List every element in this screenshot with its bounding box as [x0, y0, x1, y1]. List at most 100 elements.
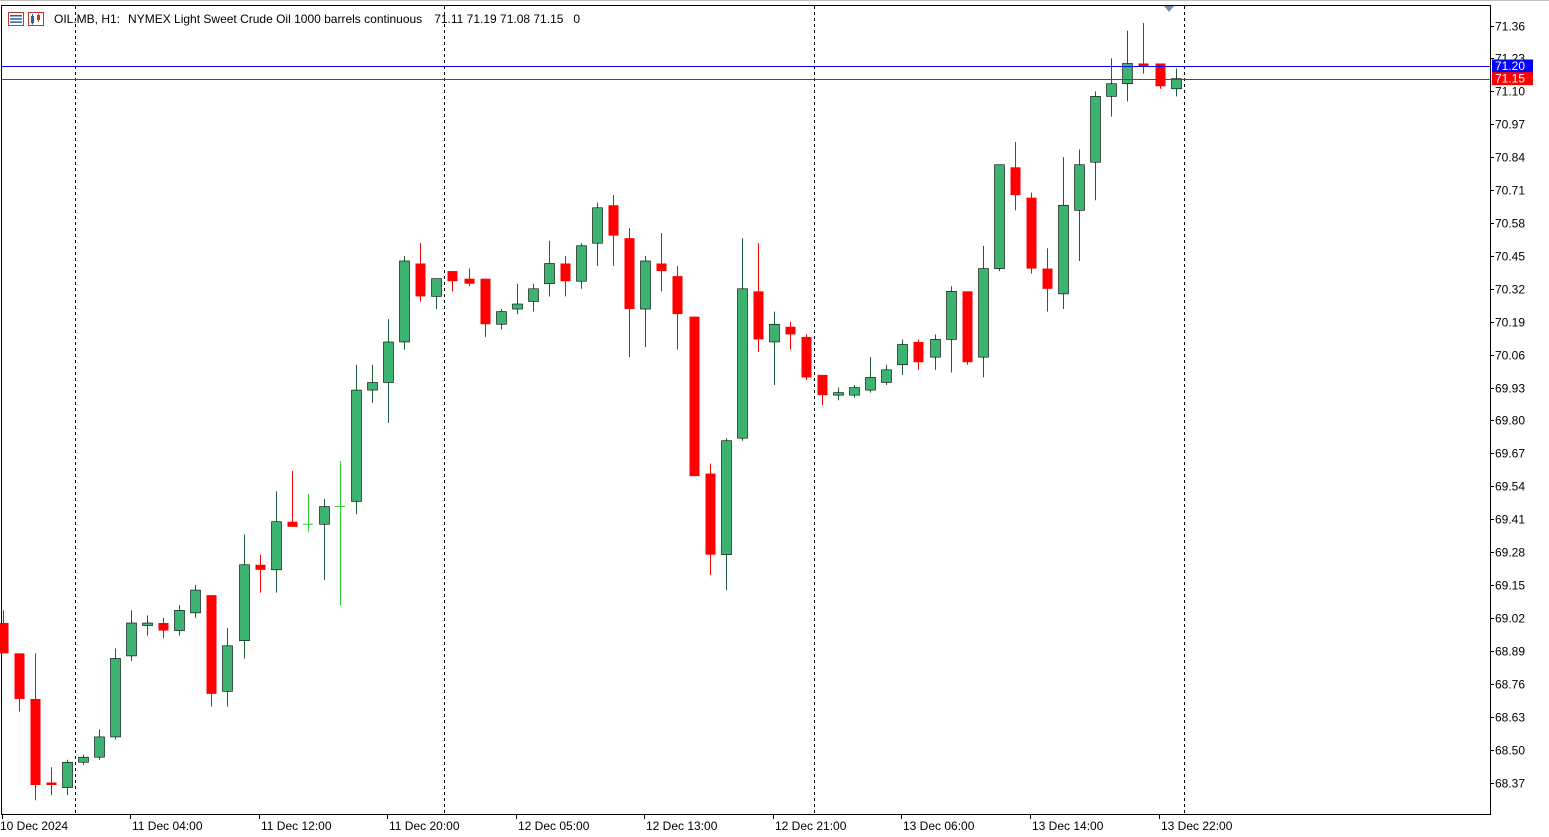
chart-settings-icon[interactable] [28, 12, 44, 26]
candle [335, 460, 345, 606]
candle-body [528, 288, 539, 302]
candles-layer [0, 22, 1182, 801]
candle-body [126, 622, 137, 657]
plot-frame [1, 5, 1491, 815]
time-axis[interactable]: 10 Dec 2024 11 Dec 04:00 11 Dec 12:00 11 De… [0, 814, 1233, 833]
candle-body [978, 268, 989, 358]
candle [447, 271, 458, 292]
candle [351, 364, 362, 515]
candle [801, 334, 812, 380]
candle [287, 471, 298, 527]
chart-shift-marker-icon[interactable] [1164, 6, 1174, 12]
candle-body [881, 369, 892, 383]
price-lines [2, 66, 1490, 80]
candle [608, 195, 619, 267]
time-tick-label: 11 Dec 12:00 [261, 819, 332, 833]
candle [1138, 22, 1149, 74]
candle-body [913, 341, 924, 363]
candle [142, 615, 153, 636]
price-tick-label: 69.02 [1495, 612, 1525, 626]
candle-body [1122, 63, 1133, 85]
chart-list-icon[interactable] [8, 12, 24, 26]
price-tick-label: 70.84 [1495, 151, 1525, 165]
candle-body [962, 291, 973, 363]
candle-body [239, 564, 250, 642]
candle [1155, 63, 1166, 89]
candle [14, 653, 25, 712]
candle-body [431, 278, 442, 297]
candle-body [672, 276, 683, 315]
candle-body [110, 658, 121, 738]
candle [897, 339, 908, 375]
candle [881, 364, 892, 386]
price-tick-label: 70.71 [1495, 184, 1525, 198]
candle [913, 339, 924, 370]
candle-body [1155, 63, 1166, 87]
candle-body [1074, 164, 1085, 211]
time-tick-label: 11 Dec 20:00 [389, 819, 460, 833]
candle-body [560, 263, 571, 282]
candle-body [30, 698, 41, 786]
candle-body [1090, 96, 1101, 163]
candle-body [817, 374, 828, 396]
price-tick-label: 70.19 [1495, 316, 1525, 330]
candle [399, 255, 410, 350]
candle-body [1138, 63, 1149, 67]
candle [624, 228, 635, 358]
candle [946, 286, 957, 373]
price-tick-label: 70.32 [1495, 283, 1525, 297]
candle [158, 617, 169, 639]
candle [962, 291, 973, 365]
candle [865, 357, 876, 393]
candle-body [255, 564, 266, 570]
candle [1171, 68, 1182, 97]
candle-body [1058, 204, 1069, 295]
candle-body [142, 622, 153, 626]
bid-price-tag-label: 71.15 [1495, 72, 1525, 86]
candle-body [174, 610, 185, 631]
price-tick-label: 70.97 [1495, 118, 1525, 132]
candle [544, 240, 555, 297]
candle [431, 278, 442, 310]
candle-body [656, 263, 667, 272]
chart-tick-volume: 0 [573, 12, 581, 26]
price-tick-label: 71.10 [1495, 85, 1525, 99]
candle-body [865, 377, 876, 391]
candle [239, 534, 250, 659]
candle-body [1026, 197, 1037, 269]
price-tick-label: 69.41 [1495, 513, 1525, 527]
candle [367, 364, 378, 403]
price-tick-label: 71.36 [1495, 20, 1525, 34]
candle [480, 278, 491, 337]
ask-price-tag-label: 71.20 [1495, 59, 1525, 73]
candle-body [930, 339, 941, 358]
candle-body [447, 271, 458, 282]
price-tick-label: 70.45 [1495, 250, 1525, 264]
time-tick-label: 13 Dec 06:00 [903, 819, 975, 833]
price-axis[interactable]: 71.3671.2371.1070.9770.8470.7170.5870.45… [1490, 20, 1533, 791]
candle-body [576, 245, 587, 282]
candle-body [383, 341, 394, 383]
candle-body [399, 260, 410, 343]
time-tick-label: 13 Dec 22:00 [1161, 819, 1233, 833]
price-tick-label: 69.80 [1495, 414, 1525, 428]
candle [721, 438, 732, 591]
candle [126, 610, 137, 661]
candle-body [367, 382, 378, 391]
candle [978, 245, 989, 378]
candle-body [1106, 83, 1117, 97]
bid-price-tag [1492, 72, 1533, 86]
candle [46, 767, 57, 796]
candle-body [1171, 78, 1182, 90]
candle [560, 255, 571, 297]
candle-body [785, 326, 796, 335]
candle-body [705, 473, 716, 555]
time-tick-label: 11 Dec 04:00 [132, 819, 203, 833]
candle-body [592, 207, 603, 244]
candle-body [689, 316, 700, 477]
candle-body [897, 344, 908, 366]
candle-body [480, 278, 491, 325]
price-tick-label: 69.67 [1495, 447, 1525, 461]
